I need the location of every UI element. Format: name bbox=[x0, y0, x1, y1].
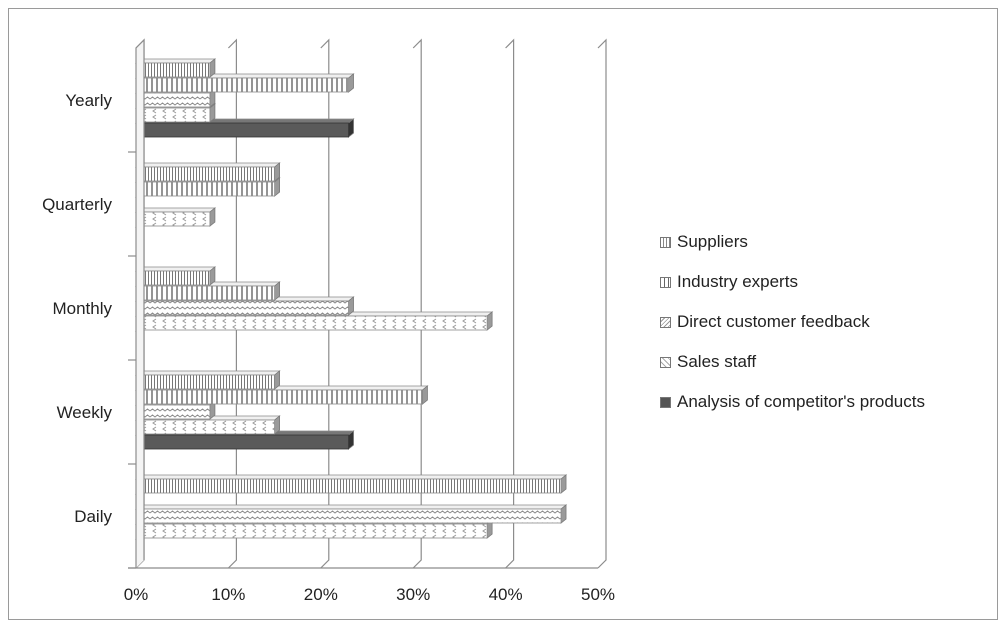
industry-experts-swatch-icon bbox=[660, 276, 671, 288]
x-tick-label: 0% bbox=[124, 585, 149, 604]
y-category-label: Quarterly bbox=[42, 195, 112, 214]
legend-label-sales-staff: Sales staff bbox=[677, 352, 757, 371]
bar-direct-customer-feedback bbox=[134, 504, 568, 524]
y-axis-wall bbox=[135, 38, 145, 568]
x-tick-label: 50% bbox=[581, 585, 615, 604]
y-category-label: Yearly bbox=[65, 91, 112, 110]
bar-suppliers bbox=[134, 162, 281, 182]
x-tick-label: 40% bbox=[489, 585, 523, 604]
legend-label-suppliers: Suppliers bbox=[677, 232, 748, 251]
direct-customer-feedback-swatch-icon bbox=[660, 316, 671, 328]
suppliers-swatch-icon bbox=[660, 236, 671, 248]
legend-item-direct-customer-feedback: Direct customer feedback bbox=[660, 302, 925, 342]
bar-industry-experts bbox=[134, 385, 429, 405]
legend-item-industry-experts: Industry experts bbox=[660, 262, 925, 302]
bar-suppliers bbox=[134, 474, 568, 494]
sales-staff-swatch-icon bbox=[660, 356, 671, 368]
analysis-competitors-swatch-icon bbox=[660, 396, 671, 408]
bar-suppliers bbox=[134, 58, 217, 78]
legend-item-sales-staff: Sales staff bbox=[660, 342, 925, 382]
legend-label-industry-experts: Industry experts bbox=[677, 272, 798, 291]
legend-item-analysis-competitors: Analysis of competitor's products bbox=[660, 382, 925, 422]
legend-label-analysis-competitors: Analysis of competitor's products bbox=[677, 392, 925, 411]
bar-suppliers bbox=[134, 266, 217, 286]
legend-item-suppliers: Suppliers bbox=[660, 222, 925, 262]
gridline bbox=[597, 38, 607, 569]
legend-label-direct-customer-feedback: Direct customer feedback bbox=[677, 312, 870, 331]
y-category-label: Monthly bbox=[52, 299, 112, 318]
legend: Suppliers Industry experts Direct custom… bbox=[660, 222, 925, 422]
bar-suppliers bbox=[134, 370, 281, 390]
y-category-label: Daily bbox=[74, 507, 112, 526]
gridline bbox=[505, 38, 515, 569]
bar-sales-staff bbox=[134, 207, 217, 227]
x-tick-label: 30% bbox=[396, 585, 430, 604]
gridline bbox=[412, 38, 422, 569]
x-tick-label: 20% bbox=[304, 585, 338, 604]
y-category-label: Weekly bbox=[57, 403, 113, 422]
x-tick-label: 10% bbox=[211, 585, 245, 604]
